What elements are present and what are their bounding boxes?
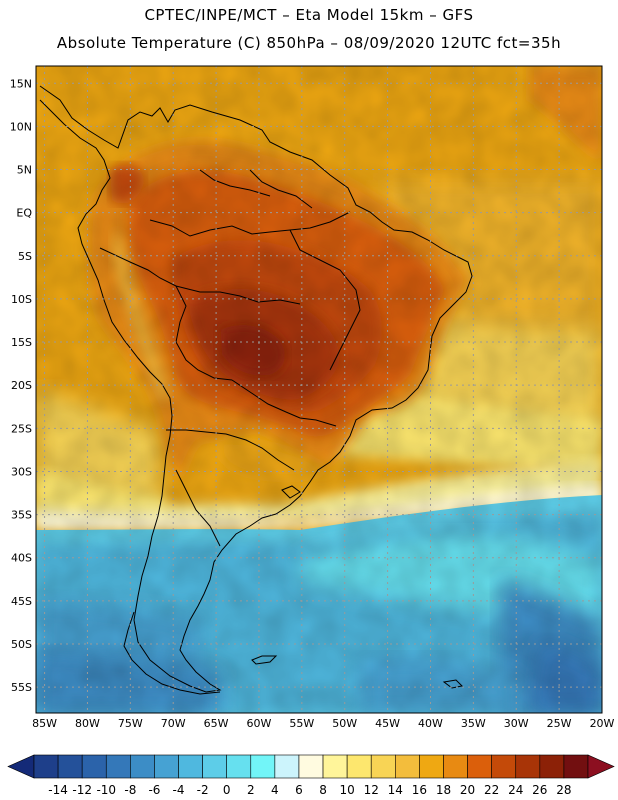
- colorbar-label: 12: [364, 783, 379, 797]
- colorbar-swatch: [395, 754, 420, 779]
- colorbar-swatch: [298, 754, 324, 779]
- colorbar-swatch: [178, 754, 203, 779]
- longitude-label: 40W: [418, 717, 443, 730]
- colorbar-label: 26: [532, 783, 547, 797]
- colorbar-swatch: [33, 754, 59, 779]
- colorbar-swatch: [563, 754, 589, 779]
- latitude-label: 10S: [11, 293, 32, 306]
- colorbar-swatch: [322, 754, 348, 779]
- colorbar: [7, 754, 615, 779]
- longitude-label: 20W: [590, 717, 615, 730]
- colorbar-label: 18: [436, 783, 451, 797]
- colorbar-label: -4: [173, 783, 185, 797]
- coastlines: [39, 85, 473, 695]
- latitude-label: 25S: [11, 422, 32, 435]
- latitude-label: 45S: [11, 595, 32, 608]
- chart-title-line2: Absolute Temperature (C) 850hPa – 08/09/…: [56, 34, 562, 52]
- colorbar-label: 6: [295, 783, 303, 797]
- latitude-label: 40S: [11, 552, 32, 565]
- colorbar-swatch: [467, 754, 492, 779]
- latitude-label: 10N: [10, 120, 32, 133]
- colorbar-swatch: [105, 754, 131, 779]
- colorbar-arrow-right: [587, 754, 615, 779]
- longitude-label: 45W: [375, 717, 400, 730]
- map-frame: [35, 65, 603, 714]
- colorbar-swatch: [491, 754, 517, 779]
- colorbar-label: 4: [271, 783, 279, 797]
- colorbar-label: 16: [412, 783, 427, 797]
- longitude-label: 55W: [289, 717, 314, 730]
- longitude-label: 30W: [504, 717, 529, 730]
- colorbar-label: 8: [319, 783, 327, 797]
- colorbar-swatch: [419, 754, 444, 779]
- colorbar-label: 14: [388, 783, 403, 797]
- graticule: [36, 66, 603, 713]
- longitude-label: 65W: [204, 717, 229, 730]
- colorbar-label: 28: [556, 783, 571, 797]
- latitude-label: 35S: [11, 509, 32, 522]
- colorbar-swatch: [370, 754, 396, 779]
- temperature-field: [36, 66, 602, 713]
- longitude-label: 75W: [118, 717, 143, 730]
- colorbar-swatch: [515, 754, 541, 779]
- colorbar-label: -2: [197, 783, 209, 797]
- colorbar-swatch: [154, 754, 179, 779]
- colorbar-label: -10: [96, 783, 116, 797]
- colorbar-swatch: [443, 754, 468, 779]
- colorbar-swatch: [57, 754, 83, 779]
- longitude-label: 70W: [161, 717, 186, 730]
- colorbar-swatch: [81, 754, 107, 779]
- colorbar-label: -14: [48, 783, 68, 797]
- longitude-label: 60W: [247, 717, 272, 730]
- chart-title-line1: CPTEC/INPE/MCT – Eta Model 15km – GFS: [144, 6, 474, 24]
- colorbar-swatch: [250, 754, 276, 779]
- colorbar-labels: -14 -12 -10 -8 -6 -4 -2 0 2 4 6 8 10 12 14 16 18 20 22 24 26…: [48, 783, 571, 797]
- latitude-label: 5S: [18, 250, 32, 263]
- colorbar-label: 10: [339, 783, 354, 797]
- colorbar-swatch: [274, 754, 300, 779]
- colorbar-label: -12: [72, 783, 92, 797]
- colorbar-label: 24: [508, 783, 523, 797]
- latitude-label: 5N: [17, 164, 32, 177]
- colorbar-label: 2: [247, 783, 255, 797]
- latitude-label: 50S: [11, 638, 32, 651]
- colorbar-label: -6: [148, 783, 160, 797]
- longitude-label: 80W: [75, 717, 100, 730]
- latitude-label: 15N: [10, 77, 32, 90]
- latitude-labels: 15N 10N 5N EQ 5S 10S 15S 20S 25S 30S 35S 40S 45S 50S 5…: [10, 77, 33, 694]
- longitude-label: 85W: [32, 717, 57, 730]
- colorbar-label: -8: [124, 783, 136, 797]
- colorbar-swatch: [346, 754, 372, 779]
- colorbar-swatch: [226, 754, 252, 779]
- colorbar-swatch: [130, 754, 155, 779]
- longitude-labels: 85W 80W 75W 70W 65W 60W 55W 50W 45W 40W 35W 30W 25W 2…: [32, 717, 614, 730]
- latitude-label: 30S: [11, 465, 32, 478]
- latitude-label: 55S: [11, 681, 32, 694]
- colorbar-arrow-left: [7, 754, 35, 779]
- colorbar-label: 0: [223, 783, 231, 797]
- latitude-label: 20S: [11, 379, 32, 392]
- colorbar-label: 20: [460, 783, 475, 797]
- latitude-label: EQ: [16, 207, 32, 220]
- colorbar-swatch: [202, 754, 227, 779]
- latitude-label: 15S: [11, 336, 32, 349]
- colorbar-swatch: [539, 754, 565, 779]
- colorbar-label: 22: [484, 783, 499, 797]
- longitude-label: 25W: [547, 717, 572, 730]
- longitude-label: 50W: [332, 717, 357, 730]
- longitude-label: 35W: [461, 717, 486, 730]
